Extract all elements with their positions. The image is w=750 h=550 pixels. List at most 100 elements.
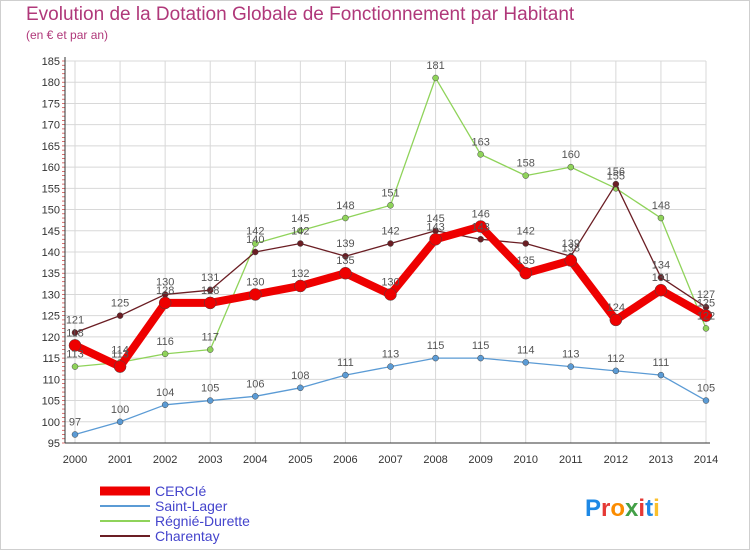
data-point-regnie-durette <box>342 214 349 222</box>
logo-letter: i <box>638 495 645 522</box>
data-label-saint-lager: 111 <box>337 357 354 369</box>
data-point-charentay <box>206 286 214 294</box>
data-point-cercie <box>429 233 442 246</box>
data-point-regnie-durette <box>432 74 439 82</box>
data-label-regnie-durette: 148 <box>652 200 670 212</box>
y-tick-label: 155 <box>42 183 60 195</box>
data-label-regnie-durette: 114 <box>111 344 129 356</box>
x-tick-label: 2001 <box>108 454 132 466</box>
data-label-saint-lager: 113 <box>382 349 400 361</box>
data-label-charentay: 139 <box>562 238 580 250</box>
data-point-cercie <box>68 339 82 352</box>
y-tick-label: 185 <box>42 56 60 68</box>
data-point-cercie <box>654 283 668 297</box>
data-label-saint-lager: 113 <box>562 349 580 361</box>
data-label-saint-lager: 115 <box>472 340 490 352</box>
data-point-cercie <box>519 266 532 280</box>
data-point-saint-lager <box>342 371 349 379</box>
data-point-regnie-durette <box>252 240 259 247</box>
logo-letter: o <box>610 495 625 522</box>
x-tick-label: 2014 <box>694 454 718 466</box>
data-label-cercie: 135 <box>517 255 535 267</box>
data-point-saint-lager <box>252 393 259 400</box>
legend-label-regnie-durette: Régnié-Durette <box>155 513 250 529</box>
data-label-cercie: 130 <box>246 276 264 288</box>
grid-lines <box>65 60 707 444</box>
y-tick-label: 130 <box>42 289 60 301</box>
logo-letter: t <box>645 495 653 522</box>
data-label-cercie: 128 <box>201 285 219 297</box>
data-label-charentay: 142 <box>381 226 399 238</box>
data-label-regnie-durette: 151 <box>381 187 399 199</box>
chart-subtitle: (en € et par an) <box>26 28 109 42</box>
data-label-saint-lager: 106 <box>246 378 264 390</box>
y-tick-label: 180 <box>42 77 60 89</box>
logo-letter: x <box>625 495 639 522</box>
data-point-cercie <box>699 309 713 322</box>
data-point-regnie-durette <box>702 325 710 332</box>
data-label-charentay: 140 <box>246 234 264 246</box>
data-point-regnie-durette <box>567 163 575 171</box>
data-point-cercie <box>294 279 307 293</box>
data-label-charentay: 142 <box>291 226 309 238</box>
data-label-regnie-durette: 113 <box>66 349 84 361</box>
data-point-cercie <box>113 360 127 373</box>
data-point-saint-lager <box>567 363 575 370</box>
x-tick-label: 2003 <box>198 454 222 466</box>
data-label-cercie: 113 <box>111 349 129 361</box>
data-label-saint-lager: 115 <box>427 340 445 352</box>
legend-label-charentay: Charentay <box>155 528 220 544</box>
data-point-charentay <box>612 180 620 188</box>
proxiti-logo: Proxiti <box>585 495 660 522</box>
legend-label-saint-lager: Saint-Lager <box>155 498 228 514</box>
y-tick-label: 125 <box>42 311 60 323</box>
data-point-cercie <box>384 288 397 301</box>
data-label-regnie-durette: 122 <box>697 310 715 322</box>
y-tick-label: 95 <box>48 438 60 450</box>
data-point-regnie-durette <box>161 350 169 358</box>
data-label-cercie: 118 <box>66 327 84 339</box>
data-point-cercie <box>339 266 352 280</box>
data-label-charentay: 121 <box>66 315 84 327</box>
data-point-saint-lager <box>161 401 169 409</box>
data-point-saint-lager <box>477 354 484 362</box>
data-point-saint-lager <box>206 397 214 404</box>
y-tick-label: 105 <box>42 396 60 408</box>
y-tick-label: 140 <box>42 247 60 259</box>
y-tick-label: 135 <box>42 268 60 280</box>
data-point-regnie-durette <box>522 172 529 179</box>
data-label-charentay: 156 <box>607 166 625 178</box>
data-point-saint-lager <box>71 431 79 438</box>
data-label-saint-lager: 104 <box>156 387 174 399</box>
data-point-cercie <box>203 296 217 310</box>
y-tick-label: 170 <box>42 120 60 132</box>
data-label-regnie-durette: 142 <box>246 226 264 238</box>
data-label-saint-lager: 111 <box>653 357 670 369</box>
chart-title: Evolution de la Dotation Globale de Fonc… <box>26 4 575 25</box>
y-tick-label: 120 <box>42 332 60 344</box>
x-tick-label: 2007 <box>378 454 402 466</box>
y-tick-label: 165 <box>42 141 60 153</box>
data-point-charentay <box>342 252 349 260</box>
data-point-cercie <box>249 288 262 301</box>
data-label-charentay: 143 <box>471 221 489 233</box>
data-label-cercie: 128 <box>156 285 174 297</box>
data-point-cercie <box>609 313 623 327</box>
x-tick-label: 2002 <box>153 454 177 466</box>
data-point-cercie <box>158 296 172 310</box>
data-point-saint-lager <box>297 384 304 392</box>
data-label-saint-lager: 105 <box>697 383 715 395</box>
y-tick-label: 150 <box>42 205 60 217</box>
y-tick-label: 175 <box>42 98 60 110</box>
logo-letter: r <box>601 495 610 522</box>
data-label-regnie-durette: 158 <box>517 158 535 170</box>
data-label-regnie-durette: 163 <box>471 136 489 148</box>
axes: 95 100 105 110 115 120 125 130 135 140 145 150 155 16… <box>42 56 719 466</box>
data-label-charentay: 131 <box>201 272 219 284</box>
x-tick-label: 2006 <box>333 454 357 466</box>
data-label-regnie-durette: 160 <box>562 149 580 161</box>
data-label-cercie: 125 <box>697 298 715 310</box>
data-point-regnie-durette <box>206 346 214 353</box>
x-tick-label: 2005 <box>288 454 312 466</box>
